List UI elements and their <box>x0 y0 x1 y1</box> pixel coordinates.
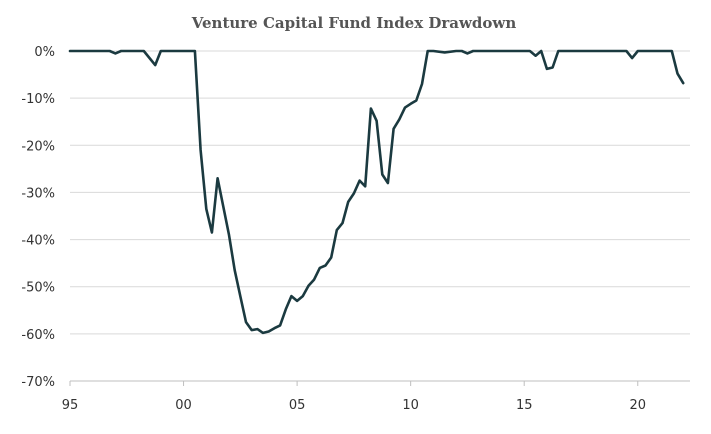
x-tick-label: 05 <box>289 398 306 413</box>
y-tick-label: -20% <box>21 139 55 154</box>
chart-title: Venture Capital Fund Index Drawdown <box>191 14 517 32</box>
y-tick-label: -50% <box>21 281 55 296</box>
y-tick-label: -40% <box>21 234 55 249</box>
x-tick-label: 95 <box>62 398 79 413</box>
y-tick-label: -70% <box>21 375 55 390</box>
series-line-drawdown <box>68 49 685 335</box>
x-tick-label: 00 <box>175 398 192 413</box>
y-axis-tick-labels: 0% -10% -20% -30% -40% -50% -60% -70% <box>21 45 55 390</box>
x-tick-label: 15 <box>516 398 533 413</box>
y-tick-label: -10% <box>21 92 55 107</box>
x-tick-label: 10 <box>402 398 419 413</box>
gridlines <box>70 50 690 335</box>
x-axis <box>69 380 690 386</box>
series-layer <box>68 49 685 335</box>
y-tick-label: -30% <box>21 186 55 201</box>
x-axis-tick-labels: 95 00 05 10 15 20 <box>62 398 646 413</box>
x-tick-label: 20 <box>629 398 646 413</box>
y-tick-label: 0% <box>34 45 55 60</box>
y-tick-label: -60% <box>21 328 55 343</box>
